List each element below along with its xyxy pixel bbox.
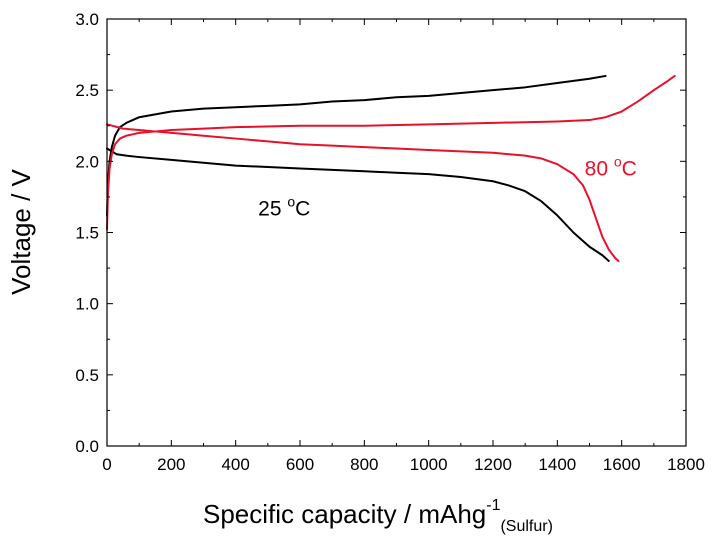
series-line-black-discharge [106,147,610,262]
x-axis-title: Specific capacity / mAhg-1(Sulfur) [203,497,553,535]
annot-80: 80 oC [585,154,637,181]
ticks-layer: 0 200 400 600 800 1000 1200 1400 1600 1800 0.0 0.5 1… [75,10,705,474]
x-tick-label: 1800 [667,455,705,474]
x-tick-label: 800 [350,455,378,474]
x-tick-label: 1600 [603,455,641,474]
x-tick-label: 1400 [538,455,576,474]
x-axis-title-sup: -1 [486,497,500,514]
y-tick-label: 0.0 [75,437,99,456]
x-tick-label: 1000 [410,455,448,474]
y-tick-label: 1.5 [75,224,99,243]
y-tick-label: 1.0 [75,295,99,314]
x-tick-label: 1200 [474,455,512,474]
x-tick-label: 400 [221,455,249,474]
series-layer [106,74,676,262]
series-line-red-discharge [106,123,620,262]
x-tick-label: 0 [102,455,111,474]
annot-25: 25 oC [258,193,310,220]
y-tick-label: 2.5 [75,81,99,100]
y-tick-label: 3.0 [75,10,99,29]
x-tick-label: 200 [157,455,185,474]
x-tick-label: 600 [286,455,314,474]
y-axis-title: Voltage / V [6,168,36,294]
series-line-black-charge [106,74,607,217]
y-tick-label: 0.5 [75,366,99,385]
annotation-layer: 25 oC 80 oC [258,154,637,221]
y-tick-label: 2.0 [75,152,99,171]
series-line-red-charge [106,74,676,231]
x-axis-title-sub: (Sulfur) [500,518,552,535]
